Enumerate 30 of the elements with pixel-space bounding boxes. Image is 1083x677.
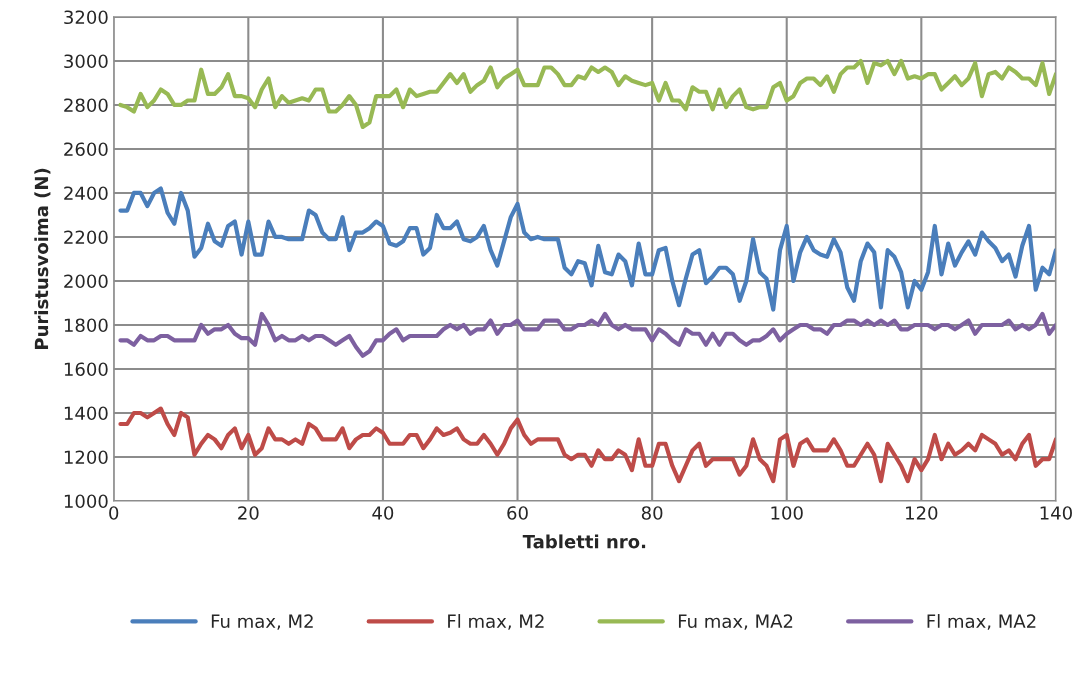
y-axis-title: Puristusvoima (N) (34, 168, 51, 349)
y-tick-label: 2800 (64, 98, 108, 113)
y-tick-label: 2200 (64, 230, 108, 245)
y-tick-label: 2000 (64, 274, 108, 289)
x-axis-title: Tabletti nro. (522, 534, 646, 549)
line-series (118, 311, 1056, 358)
x-tick-label: 140 (1040, 506, 1072, 520)
x-tick-label: 40 (372, 506, 394, 520)
x-tick-label: 80 (641, 506, 663, 520)
y-tick-label: 3200 (64, 10, 108, 25)
legend-label: Fu max, M2 (211, 614, 313, 630)
x-tick-label: 0 (109, 506, 119, 520)
line-series (118, 406, 1056, 484)
y-tick-label: 1600 (64, 362, 108, 377)
legend-label: Fl max, M2 (448, 614, 544, 630)
x-tick-label: 100 (771, 506, 803, 520)
y-tick-label: 2400 (64, 186, 108, 201)
y-tick-label: 1400 (64, 406, 108, 421)
legend-label: Fu max, MA2 (678, 614, 793, 630)
line-series (118, 58, 1056, 130)
legend-label: Fl max, MA2 (927, 614, 1036, 630)
y-tick-label: 2600 (64, 142, 108, 157)
y-tick-label: 1000 (64, 494, 108, 509)
y-tick-label: 1800 (64, 318, 108, 333)
x-tick-label: 60 (507, 506, 528, 520)
y-tick-label: 3000 (64, 54, 108, 69)
x-tick-label: 20 (238, 506, 259, 520)
y-tick-label: 1200 (64, 450, 108, 465)
line-series (118, 186, 1056, 312)
x-tick-label: 120 (906, 506, 938, 520)
